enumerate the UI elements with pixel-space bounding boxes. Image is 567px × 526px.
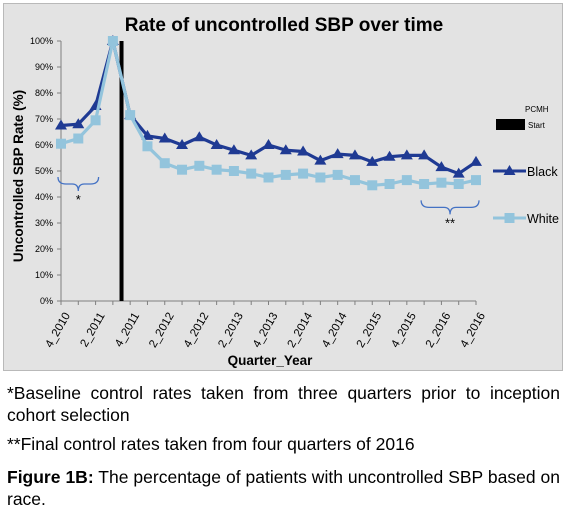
y-tick-label: 40% <box>35 192 53 202</box>
data-point-black <box>210 139 223 149</box>
chart-frame: Rate of uncontrolled SBP over time Uncon… <box>3 3 563 371</box>
data-point-white <box>194 160 205 171</box>
chart-title: Rate of uncontrolled SBP over time <box>125 15 443 36</box>
y-tick-label: 60% <box>35 140 53 150</box>
x-axis-label: Quarter_Year <box>228 353 314 368</box>
y-tick-label: 80% <box>35 88 53 98</box>
data-point-white <box>436 177 447 188</box>
data-point-white <box>159 158 170 169</box>
data-point-black <box>245 149 258 160</box>
data-point-black <box>176 139 189 149</box>
y-tick-label: 30% <box>35 218 53 228</box>
data-point-white <box>471 175 481 186</box>
data-point-black <box>366 155 379 166</box>
data-point-white <box>280 169 291 180</box>
data-point-white <box>228 166 239 176</box>
data-point-white <box>125 110 136 121</box>
figure-caption: Figure 1B: The percentage of patients wi… <box>7 466 560 510</box>
data-point-black <box>435 161 448 172</box>
x-tick-label: 4_2013 <box>251 311 281 350</box>
data-point-black <box>470 155 482 166</box>
data-point-white <box>107 36 118 46</box>
figure-label: Figure 1B: <box>7 467 94 487</box>
data-point-white <box>298 168 309 179</box>
data-point-black <box>158 132 171 143</box>
data-point-black <box>279 144 292 155</box>
data-point-white <box>332 169 343 180</box>
legend: PCMH Start Black White <box>493 105 559 226</box>
annotation-brace <box>57 176 100 192</box>
y-tick-label: 0% <box>40 296 53 306</box>
data-point-white <box>315 172 326 183</box>
data-point-black <box>262 139 275 149</box>
y-tick-label: 50% <box>35 166 53 176</box>
data-point-white <box>73 133 84 144</box>
x-tick-label: 2_2014 <box>286 310 316 350</box>
data-point-white <box>384 179 395 189</box>
annotation-label: * <box>76 192 81 207</box>
x-tick-label: 4_2016 <box>458 311 488 350</box>
data-point-black <box>452 167 465 178</box>
data-point-black <box>331 148 344 159</box>
series-group <box>55 35 482 191</box>
y-tick-label: 70% <box>35 114 53 124</box>
data-point-black <box>383 150 396 161</box>
line-chart: Rate of uncontrolled SBP over time Uncon… <box>11 15 559 368</box>
data-point-white <box>349 175 360 186</box>
figure-caption-text: The percentage of patients with uncontro… <box>7 467 560 509</box>
legend-label-pcmh-line1: PCMH <box>525 105 549 114</box>
legend-label-black: Black <box>527 165 558 179</box>
pcmh-start-line <box>119 41 124 301</box>
data-point-white <box>419 179 430 189</box>
data-point-black <box>72 118 85 129</box>
data-point-white <box>453 179 464 189</box>
data-point-white <box>211 164 222 175</box>
data-point-black <box>141 129 154 140</box>
final-note: **Final control rates taken from four qu… <box>7 434 415 454</box>
x-tick-label: 2_2013 <box>216 311 246 350</box>
y-ticks: 0% 10% 20% 30% 40% 50% 60% 70% 80% 90% 100% <box>30 36 61 306</box>
legend-label-white: White <box>527 212 559 226</box>
x-tick-label: 2_2012 <box>147 311 177 350</box>
x-tick-label: 4_2014 <box>320 310 350 350</box>
x-tick-label: 4_2015 <box>389 311 419 350</box>
data-point-black <box>348 149 361 160</box>
data-point-white <box>246 168 257 179</box>
data-point-black <box>418 149 431 160</box>
legend-marker-white <box>504 213 515 223</box>
data-point-black <box>297 145 310 156</box>
data-point-white <box>90 115 101 126</box>
y-tick-label: 10% <box>35 270 53 280</box>
data-point-white <box>142 141 153 152</box>
data-point-white <box>263 172 274 183</box>
x-tick-label: 4_2011 <box>113 311 142 350</box>
data-point-white <box>177 164 188 175</box>
y-axis-label: Uncontrolled SBP Rate (%) <box>11 90 26 262</box>
baseline-note: *Baseline control rates taken from three… <box>7 383 560 425</box>
y-tick-label: 90% <box>35 62 53 72</box>
legend-marker-black <box>503 165 516 175</box>
pcmh-marker <box>119 41 124 301</box>
x-tick-label: 4_2012 <box>182 311 212 350</box>
data-point-black <box>314 154 327 165</box>
x-tick-label: 2_2011 <box>78 311 107 350</box>
legend-label-pcmh-line2: Start <box>528 121 546 130</box>
x-tick-label: 2_2015 <box>355 311 385 350</box>
x-tick-label: 4_2010 <box>43 311 73 350</box>
data-point-black <box>193 131 206 142</box>
y-tick-label: 20% <box>35 244 53 254</box>
x-ticks: 4_2010 2_2011 4_2011 2_2012 4_2012 2_2013 4_20… <box>43 301 488 350</box>
data-point-black <box>227 144 240 155</box>
data-point-white <box>56 138 66 149</box>
data-point-white <box>401 175 412 186</box>
data-point-black <box>55 119 67 130</box>
annotation-brace <box>420 200 480 215</box>
annotations: *** <box>57 176 480 230</box>
legend-swatch-pcmh <box>496 119 525 130</box>
y-tick-label: 100% <box>30 36 53 46</box>
data-point-white <box>367 180 378 191</box>
x-tick-label: 2_2016 <box>424 311 454 350</box>
annotation-label: ** <box>445 215 455 230</box>
data-point-black <box>400 149 413 160</box>
